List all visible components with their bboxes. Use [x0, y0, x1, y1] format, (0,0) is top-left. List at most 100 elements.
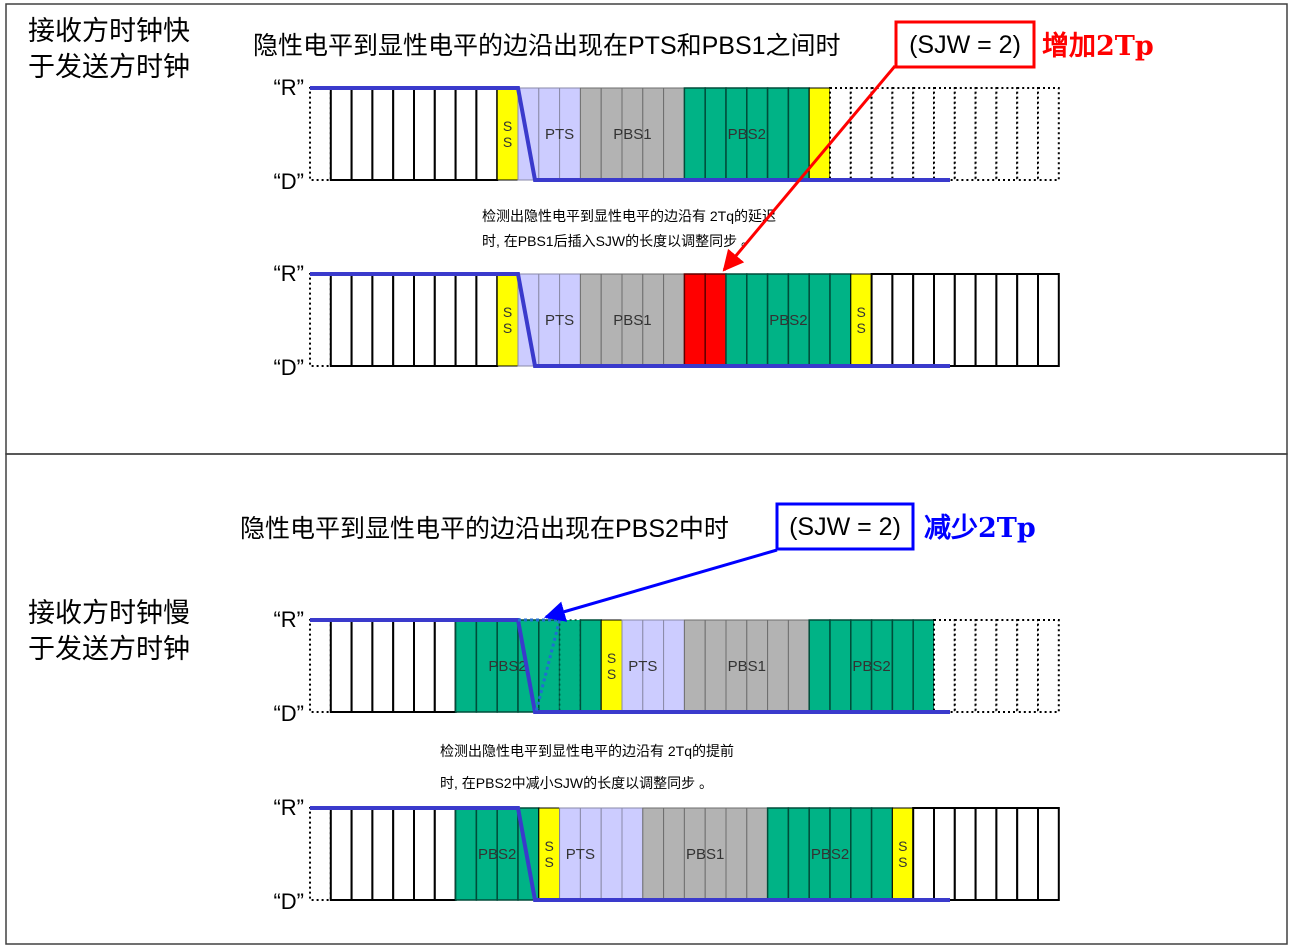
quantum-cell — [309, 619, 332, 713]
quantum-cell — [746, 273, 769, 367]
quantum-cell — [995, 87, 1019, 181]
quantum-cell — [663, 273, 685, 367]
quantum-cell — [953, 807, 977, 901]
quantum-cell — [787, 807, 810, 901]
segment-label-sync: S — [607, 650, 616, 666]
quantum-cell — [413, 619, 436, 713]
quantum-cell — [870, 273, 894, 367]
quantum-cell — [579, 87, 602, 181]
top-note-line1: 检测出隐性电平到显性电平的边沿有 2Tq的延迟 — [482, 208, 776, 224]
quantum-cell — [350, 807, 374, 901]
timeline-top-before: SS PTS PBS1 PBS2 “R” “D” — [273, 75, 1060, 194]
quantum-cell — [1037, 807, 1060, 901]
quantum-cell — [350, 87, 374, 181]
segment-label-pbs2: PBS2 — [769, 312, 807, 329]
segment-label-pbs2: PBS2 — [728, 126, 766, 143]
segment-label-pts: PTS — [545, 126, 574, 143]
bottom-side-label-line2: 于发送方时钟 — [28, 634, 190, 665]
quantum-cell — [704, 619, 727, 713]
quantum-cell — [371, 273, 395, 367]
quantum-cell — [849, 87, 873, 181]
timeline-bottom-before: PBS2 SS PTS PBS1 PBS2 “R” “D” — [273, 607, 1060, 726]
quantum-cell — [704, 87, 727, 181]
quantum-cell — [933, 87, 956, 181]
quantum-cell — [1037, 619, 1060, 713]
segment-label-sync: S — [503, 134, 512, 150]
quantum-cell — [309, 87, 332, 181]
quantum-cell — [891, 273, 915, 367]
bottom-action-label: 减少2Tp — [924, 513, 1036, 544]
bottom-side-label-line1: 接收方时钟慢 — [28, 598, 190, 629]
quantum-cell — [953, 619, 977, 713]
quantum-cell — [392, 273, 416, 367]
bottom-sjw-arrow — [543, 548, 778, 622]
quantum-cell — [600, 807, 623, 901]
quantum-cell — [663, 807, 685, 901]
quantum-cell — [475, 273, 499, 367]
quantum-cell — [454, 619, 478, 713]
quantum-cell — [891, 619, 914, 713]
segment-label-pbs1: PBS1 — [613, 126, 651, 143]
quantum-cell — [1016, 273, 1040, 367]
quantum-cell — [433, 619, 457, 713]
quantum-cell — [953, 273, 977, 367]
quantum-cell — [870, 87, 894, 181]
quantum-cell — [808, 273, 831, 367]
quantum-cell — [309, 807, 332, 901]
quantum-cell — [767, 619, 789, 713]
top-side-label-line2: 于发送方时钟 — [28, 52, 190, 83]
quantum-cell — [891, 87, 915, 181]
signal-trace — [310, 272, 950, 368]
level-label-d: “D” — [273, 169, 304, 194]
quantum-cell — [683, 87, 706, 181]
quantum-cell — [1037, 273, 1060, 367]
quantum-cell — [433, 273, 457, 367]
quantum-cell — [329, 619, 353, 713]
quantum-cell — [725, 273, 748, 367]
level-label-d: “D” — [273, 355, 304, 380]
quantum-cell — [392, 619, 416, 713]
quantum-cell — [933, 619, 956, 713]
quantum-cell — [329, 807, 353, 901]
quantum-cell — [933, 807, 956, 901]
quantum-cell — [371, 619, 395, 713]
segment-label-sync: S — [545, 854, 554, 870]
quantum-cell — [579, 273, 602, 367]
timeline-top-after: SS PTS PBS1 PBS2 SS“R”“D” — [273, 261, 1060, 380]
quantum-cell — [642, 807, 665, 901]
expected-edge-trace — [518, 618, 562, 713]
level-label-r: “R” — [273, 795, 304, 820]
top-action-label: 增加2Tp — [1042, 30, 1154, 62]
bottom-note-line2: 时, 在PBS2中减小SJW的长度以调整同步 。 — [440, 775, 713, 791]
segment-label-sync: S — [898, 854, 907, 870]
quantum-cell — [787, 619, 810, 713]
signal-trace — [310, 618, 950, 714]
quantum-cell — [329, 87, 353, 181]
quantum-cell — [933, 273, 956, 367]
level-label-r: “R” — [273, 261, 304, 286]
segment-label-sync: S — [545, 838, 554, 854]
segment-label-sync: S — [607, 666, 616, 682]
top-note-line2: 时, 在PBS1后插入SJW的长度以调整同步 。 — [482, 233, 755, 249]
segment-label-pbs2: PBS2 — [488, 658, 526, 675]
quantum-cell — [413, 87, 436, 181]
quantum-cell — [663, 619, 685, 713]
quantum-cell — [974, 619, 998, 713]
top-side-label-line1: 接收方时钟快 — [28, 16, 190, 47]
segment-label-pbs2: PBS2 — [852, 658, 890, 675]
timeline-bottom-after: PBS2 SS PTS PBS1 PBS2 SS“R”“D” — [273, 795, 1060, 914]
quantum-cell — [309, 273, 332, 367]
quantum-cell — [350, 273, 374, 367]
quantum-cell — [392, 807, 416, 901]
quantum-cell — [454, 807, 478, 901]
quantum-cell — [704, 273, 727, 367]
quantum-cell — [1016, 807, 1040, 901]
quantum-cell — [579, 619, 602, 713]
quantum-cell — [995, 619, 1019, 713]
quantum-cell — [329, 273, 353, 367]
bottom-note-line1: 检测出隐性电平到显性电平的边沿有 2Tq的提前 — [440, 743, 734, 759]
quantum-cell — [558, 619, 582, 713]
top-sjw-box — [894, 20, 1036, 69]
quantum-cell — [1037, 87, 1060, 181]
